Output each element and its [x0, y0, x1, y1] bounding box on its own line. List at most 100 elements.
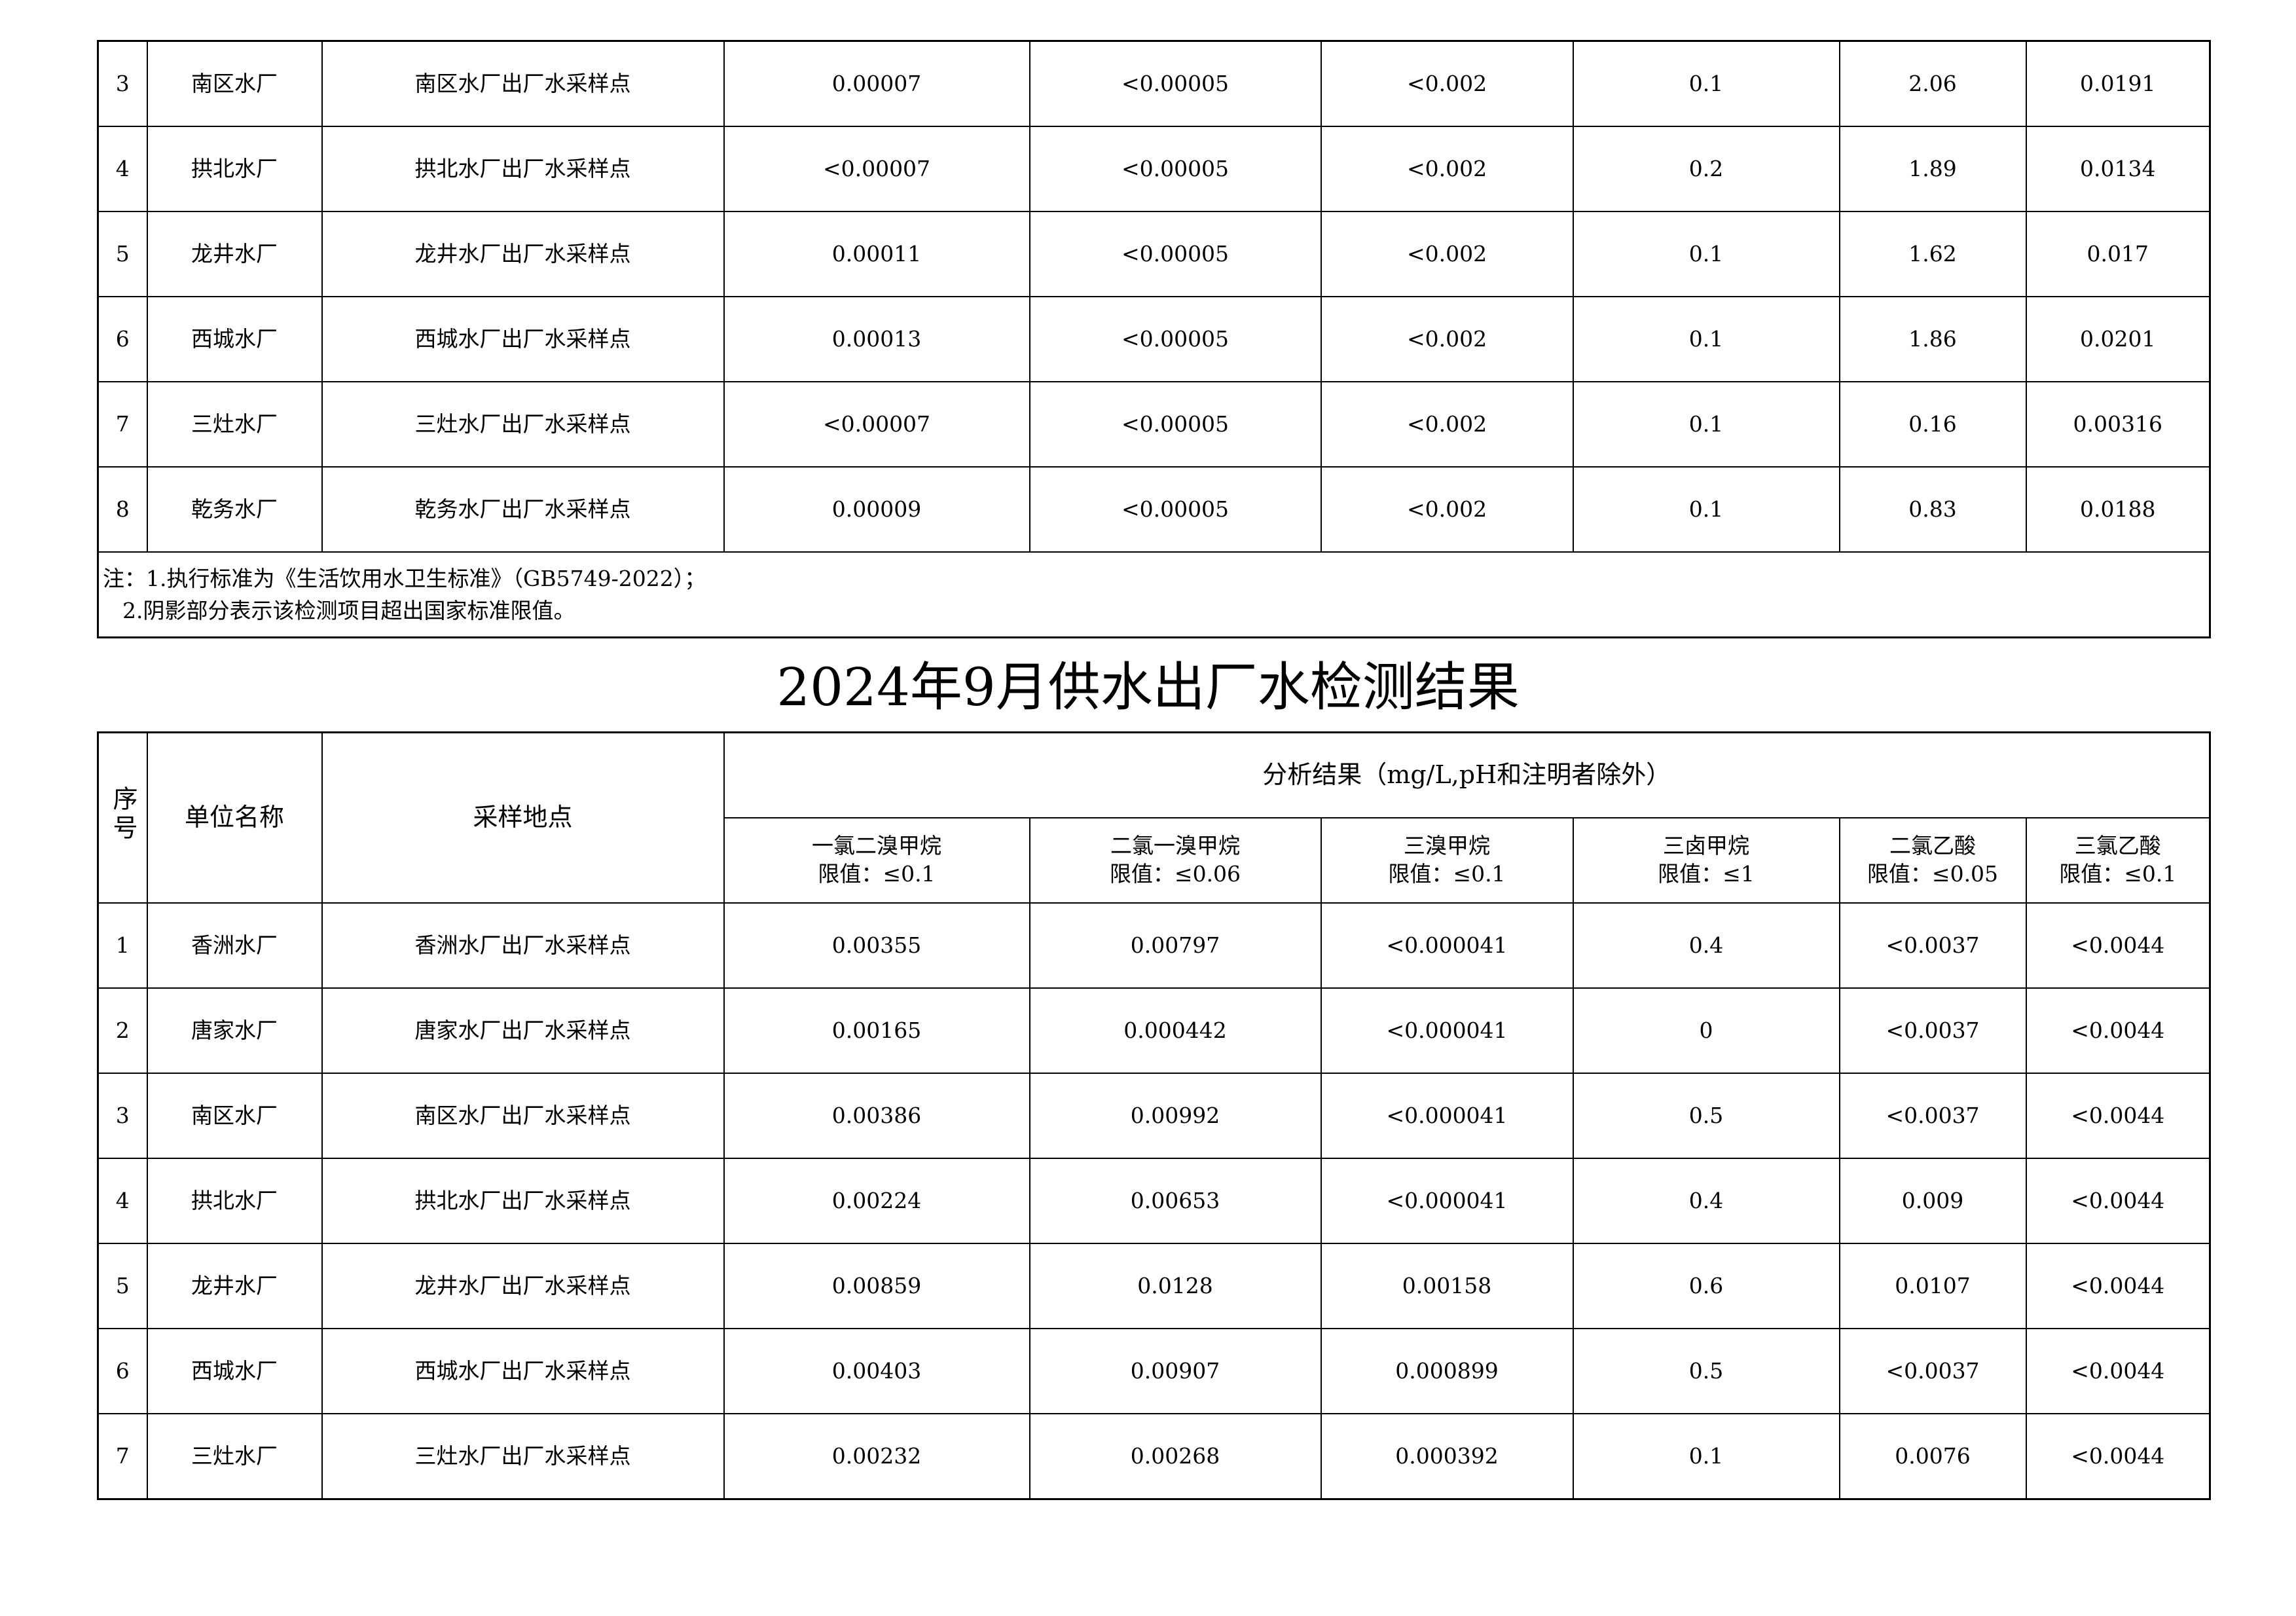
cell-value: 0.00232 — [723, 1413, 1030, 1500]
cell-value: 0.000392 — [1320, 1413, 1574, 1500]
header-seq-label: 序号 — [108, 785, 137, 843]
column-name: 二氯一溴甲烷 — [1110, 833, 1240, 859]
cell-value: 0.00653 — [1029, 1158, 1322, 1244]
cell-site: 香洲水厂出厂水采样点 — [321, 902, 725, 989]
cell-value: 0 — [1572, 987, 1840, 1074]
cell-value: <0.0037 — [1838, 1328, 2027, 1414]
cell-value: <0.00005 — [1029, 381, 1322, 468]
cell-value: <0.0044 — [2025, 987, 2211, 1074]
table-row: 1 香洲水厂 香洲水厂出厂水采样点 0.00355 0.00797 <0.000041 0.… — [97, 902, 2211, 989]
cell-value: 0.00907 — [1029, 1328, 1322, 1414]
cell-value: 0.00013 — [723, 296, 1030, 382]
cell-value: <0.0037 — [1838, 1073, 2027, 1159]
cell-value: 0.0134 — [2025, 126, 2211, 212]
cell-value: 0.4 — [1572, 902, 1840, 989]
header-site: 采样地点 — [321, 731, 725, 904]
note-1: 注：1.执行标准为《生活饮用水卫生标准》（GB5749-2022）； — [103, 565, 706, 591]
column-limit: 限值：≤0.05 — [1867, 861, 1999, 887]
cell-value: 0.00224 — [723, 1158, 1030, 1244]
column-limit: 限值：≤0.06 — [1109, 861, 1241, 887]
cell-value: 2.06 — [1838, 40, 2027, 127]
cell-value: <0.000041 — [1320, 987, 1574, 1074]
table-row: 6 西城水厂 西城水厂出厂水采样点 0.00013 <0.00005 <0.002 0.1 1… — [97, 296, 2211, 382]
header-column: 三溴甲烷 限值：≤0.1 — [1320, 817, 1574, 904]
cell-value: <0.00005 — [1029, 211, 1322, 297]
table-row: 4 拱北水厂 拱北水厂出厂水采样点 <0.00007 <0.00005 <0.002 0.2… — [97, 126, 2211, 212]
cell-value: <0.002 — [1320, 126, 1574, 212]
cell-value: <0.002 — [1320, 296, 1574, 382]
cell-value: 0.1 — [1572, 40, 1840, 127]
cell-value: <0.002 — [1320, 381, 1574, 468]
cell-value: 1.86 — [1838, 296, 2027, 382]
cell-value: 0.00316 — [2025, 381, 2211, 468]
header-column: 二氯一溴甲烷 限值：≤0.06 — [1029, 817, 1322, 904]
cell-site: 西城水厂出厂水采样点 — [321, 296, 725, 382]
table-row: 3 南区水厂 南区水厂出厂水采样点 0.00386 0.00992 <0.000041 0.… — [97, 1073, 2211, 1159]
cell-unit: 南区水厂 — [146, 1073, 323, 1159]
table-row: 4 拱北水厂 拱北水厂出厂水采样点 0.00224 0.00653 <0.000041 0.… — [97, 1158, 2211, 1244]
cell-value: <0.002 — [1320, 466, 1574, 553]
cell-site: 三灶水厂出厂水采样点 — [321, 381, 725, 468]
previous-results-table: 3 南区水厂 南区水厂出厂水采样点 0.00007 <0.00005 <0.002 0.1 2… — [97, 40, 2211, 638]
cell-value: 0.0201 — [2025, 296, 2211, 382]
cell-unit: 西城水厂 — [146, 296, 323, 382]
cell-site: 南区水厂出厂水采样点 — [321, 40, 725, 127]
cell-value: <0.00005 — [1029, 466, 1322, 553]
cell-seq: 7 — [97, 1413, 148, 1500]
cell-unit: 南区水厂 — [146, 40, 323, 127]
cell-value: 0.00403 — [723, 1328, 1030, 1414]
column-name: 二氯乙酸 — [1889, 833, 1976, 859]
cell-value: 0.017 — [2025, 211, 2211, 297]
cell-value: <0.0044 — [2025, 902, 2211, 989]
cell-value: <0.0044 — [2025, 1243, 2211, 1329]
page-title: 2024年9月供水出厂水检测结果 — [776, 657, 1520, 718]
cell-unit: 龙井水厂 — [146, 1243, 323, 1329]
cell-value: 0.000899 — [1320, 1328, 1574, 1414]
cell-seq: 4 — [97, 126, 148, 212]
table-row: 7 三灶水厂 三灶水厂出厂水采样点 <0.00007 <0.00005 <0.002 0.1… — [97, 381, 2211, 468]
cell-site: 乾务水厂出厂水采样点 — [321, 466, 725, 553]
cell-value: 0.00268 — [1029, 1413, 1322, 1500]
cell-unit: 西城水厂 — [146, 1328, 323, 1414]
cell-unit: 唐家水厂 — [146, 987, 323, 1074]
header-column: 一氯二溴甲烷 限值：≤0.1 — [723, 817, 1030, 904]
cell-site: 南区水厂出厂水采样点 — [321, 1073, 725, 1159]
cell-value: 0.000442 — [1029, 987, 1322, 1074]
column-name: 一氯二溴甲烷 — [812, 833, 941, 859]
cell-seq: 3 — [97, 1073, 148, 1159]
cell-value: 0.009 — [1838, 1158, 2027, 1244]
cell-seq: 2 — [97, 987, 148, 1074]
cell-seq: 5 — [97, 1243, 148, 1329]
cell-value: <0.0037 — [1838, 902, 2027, 989]
column-limit: 限值：≤1 — [1658, 861, 1755, 887]
cell-value: 0.00797 — [1029, 902, 1322, 989]
column-limit: 限值：≤0.1 — [1388, 861, 1506, 887]
cell-seq: 1 — [97, 902, 148, 989]
cell-site: 三灶水厂出厂水采样点 — [321, 1413, 725, 1500]
cell-value: <0.000041 — [1320, 902, 1574, 989]
cell-value: <0.000041 — [1320, 1073, 1574, 1159]
cell-site: 龙井水厂出厂水采样点 — [321, 211, 725, 297]
cell-site: 西城水厂出厂水采样点 — [321, 1328, 725, 1414]
cell-value: 0.83 — [1838, 466, 2027, 553]
cell-seq: 5 — [97, 211, 148, 297]
cell-seq: 4 — [97, 1158, 148, 1244]
cell-unit: 龙井水厂 — [146, 211, 323, 297]
header-column: 三卤甲烷 限值：≤1 — [1572, 817, 1840, 904]
cell-unit: 三灶水厂 — [146, 381, 323, 468]
cell-value: <0.002 — [1320, 211, 1574, 297]
header-analysis-group: 分析结果（mg/L,pH和注明者除外） — [723, 731, 2211, 818]
cell-value: <0.002 — [1320, 40, 1574, 127]
column-name: 三卤甲烷 — [1663, 833, 1749, 859]
column-name: 三溴甲烷 — [1404, 833, 1490, 859]
cell-value: 0.00009 — [723, 466, 1030, 553]
cell-value: <0.00005 — [1029, 40, 1322, 127]
results-table: 序号 单位名称 采样地点 分析结果（mg/L,pH和注明者除外） 一氯二溴甲烷限… — [97, 731, 2212, 1500]
cell-site: 拱北水厂出厂水采样点 — [321, 126, 725, 212]
cell-value: 0.5 — [1572, 1328, 1840, 1414]
cell-value: 0.1 — [1572, 211, 1840, 297]
cell-value: 0.1 — [1572, 296, 1840, 382]
cell-value: 0.0107 — [1838, 1243, 2027, 1329]
cell-seq: 3 — [97, 40, 148, 127]
cell-site: 唐家水厂出厂水采样点 — [321, 987, 725, 1074]
